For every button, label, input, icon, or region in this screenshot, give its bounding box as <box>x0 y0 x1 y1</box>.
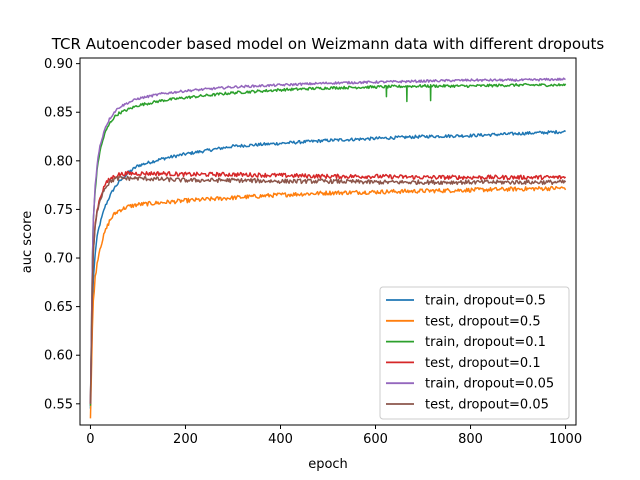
y-tick-label: 0.65 <box>44 300 73 315</box>
legend-box <box>379 286 570 420</box>
legend-label-0: train, dropout=0.5 <box>425 294 546 309</box>
legend-label-1: test, dropout=0.5 <box>425 314 541 329</box>
y-tick-label: 0.60 <box>44 349 73 364</box>
x-tick-label: 800 <box>458 432 483 447</box>
legend-label-2: train, dropout=0.1 <box>425 335 546 350</box>
series-line-4 <box>89 77 566 404</box>
plot-area <box>79 57 577 426</box>
legend: train, dropout=0.5 test, dropout=0.5 train… <box>379 286 570 420</box>
axes-frame <box>79 57 577 426</box>
x-tick-label: 1000 <box>549 432 582 447</box>
x-tick-label: 400 <box>268 432 293 447</box>
x-tick-label: 0 <box>86 432 94 447</box>
series-line-5 <box>89 175 567 404</box>
y-axis-label: auc score <box>20 211 35 273</box>
legend-label-3: test, dropout=0.1 <box>425 356 541 371</box>
series-line-1 <box>89 185 567 419</box>
y-tick-label: 0.85 <box>44 106 73 121</box>
chart-title: TCR Autoencoder based model on Weizmann … <box>51 35 605 53</box>
x-tick-label: 600 <box>363 432 388 447</box>
y-tick-label: 0.80 <box>44 154 73 169</box>
axis-ticks: 0 200 400 600 800 1000 0.55 0.60 0.65 0.70 0.75 0.8… <box>44 57 582 447</box>
y-tick-label: 0.55 <box>44 397 73 412</box>
legend-label-4: train, dropout=0.05 <box>425 377 554 392</box>
series-line-2 <box>89 82 567 406</box>
y-tick-label: 0.70 <box>44 252 73 267</box>
y-tick-label: 0.90 <box>44 57 73 72</box>
legend-label-5: test, dropout=0.05 <box>425 398 549 413</box>
x-tick-label: 200 <box>173 432 198 447</box>
series-line-0 <box>89 129 567 409</box>
series-line-3 <box>89 170 567 404</box>
y-tick-label: 0.75 <box>44 203 73 218</box>
x-axis-label: epoch <box>308 457 348 472</box>
